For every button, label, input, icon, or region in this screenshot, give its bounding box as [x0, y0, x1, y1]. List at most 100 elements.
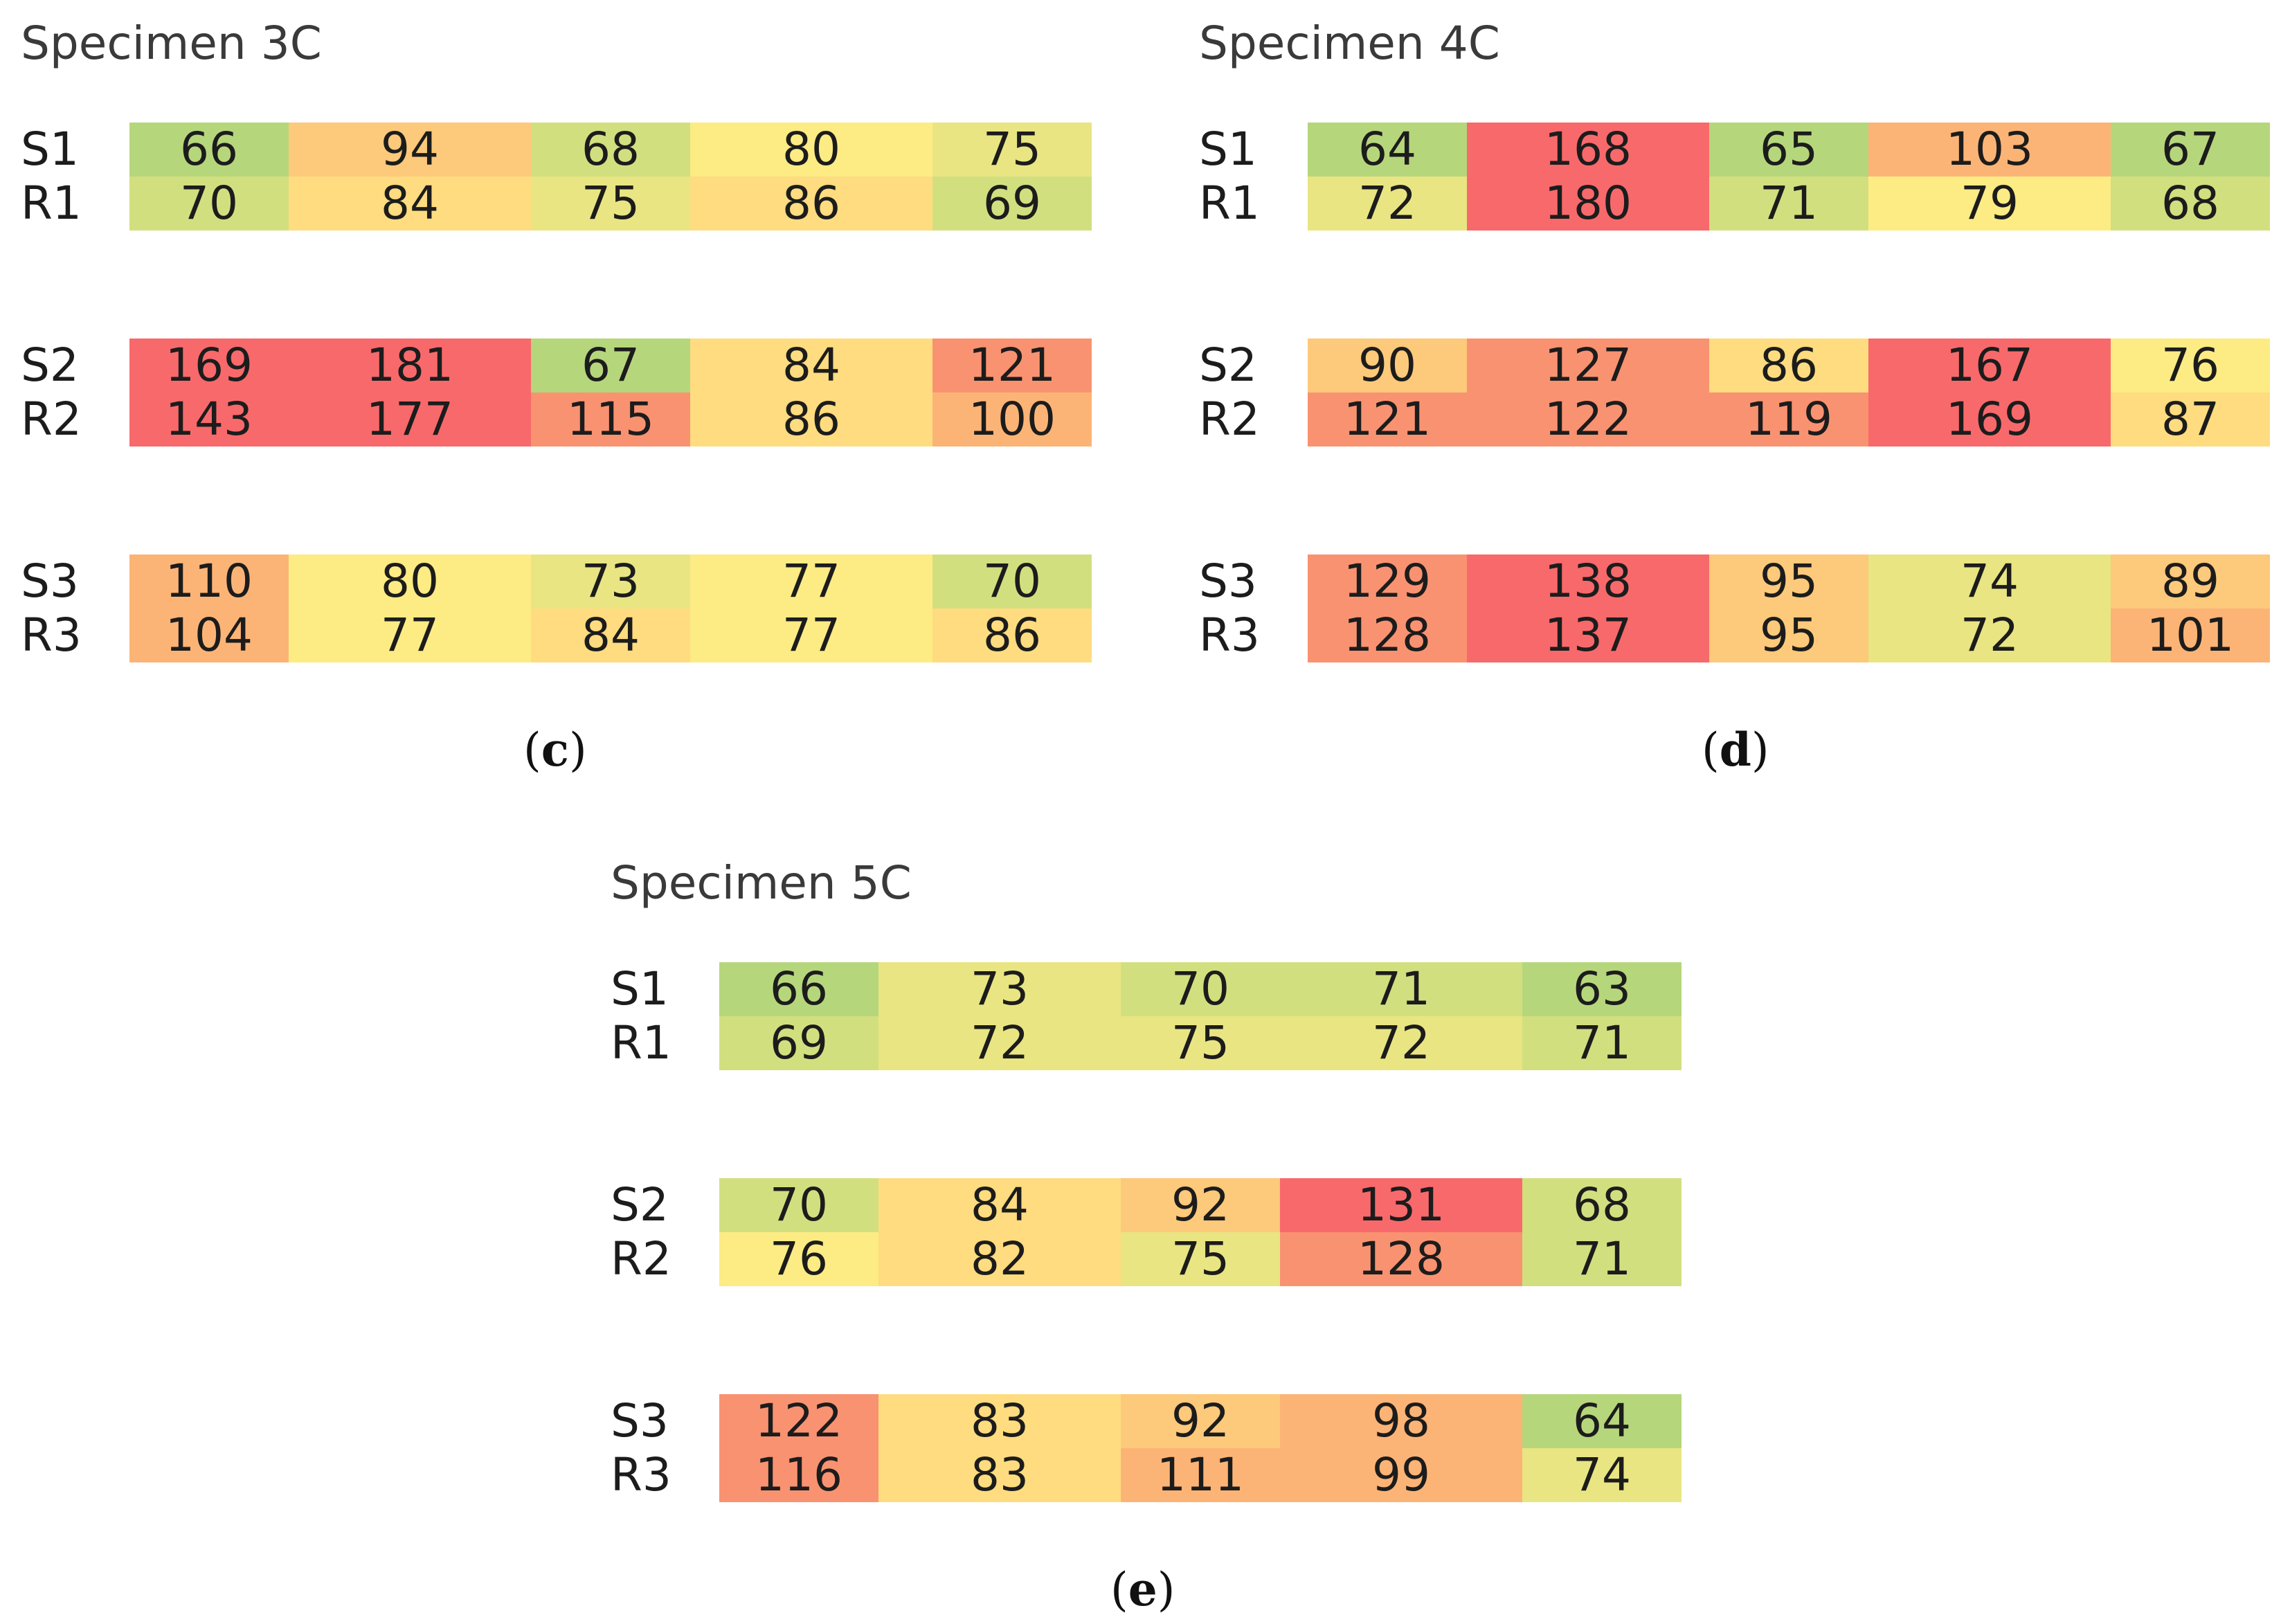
heatmap-cell: 128	[1308, 608, 1467, 662]
heatmap-cell: 87	[2111, 393, 2270, 446]
heatmap-cell: 67	[531, 339, 690, 393]
heatmap-cell: 71	[1709, 177, 1868, 231]
heatmap-cell: 89	[2111, 554, 2270, 608]
heatmap-cell: 92	[1121, 1394, 1280, 1448]
row-label-r1: R1	[611, 1016, 671, 1070]
heatmap-cell: 128	[1280, 1232, 1522, 1286]
heatmap-cell: 64	[1522, 1394, 1682, 1448]
heatmap-cell: 66	[129, 123, 289, 177]
heatmap-cell: 74	[1522, 1448, 1682, 1502]
heatmap-cell: 110	[129, 554, 289, 608]
heatmap-cell: 121	[1308, 393, 1467, 446]
heatmap-cell: 75	[1121, 1232, 1280, 1286]
heatmap-cell: 103	[1868, 123, 2111, 177]
heatmap-cell: 77	[690, 554, 932, 608]
panel-caption-c: (c)	[523, 723, 587, 777]
heatmap-cell: 68	[531, 123, 690, 177]
panel-caption-d: (d)	[1702, 723, 1769, 777]
heatmap-cell: 98	[1280, 1394, 1522, 1448]
heatmap-cell: 181	[289, 339, 531, 393]
heatmap-cell: 76	[719, 1232, 878, 1286]
heatmap-cell: 119	[1709, 393, 1868, 446]
heatmap-cell: 84	[878, 1178, 1121, 1232]
heatmap-cell: 116	[719, 1448, 878, 1502]
panel-caption-e: (e)	[1110, 1562, 1175, 1616]
heatmap-cell: 74	[1868, 554, 2111, 608]
heatmap-cell: 121	[932, 339, 1092, 393]
heatmap-cell: 100	[932, 393, 1092, 446]
heatmap-cell: 64	[1308, 123, 1467, 177]
row-label-r3: R3	[21, 608, 82, 662]
heatmap-cell: 79	[1868, 177, 2111, 231]
heatmap-cell: 76	[2111, 339, 2270, 393]
row-label-s1: S1	[611, 962, 669, 1016]
heatmap-cell: 111	[1121, 1448, 1280, 1502]
row-label-s2: S2	[1199, 339, 1257, 392]
row-label-r3: R3	[611, 1448, 671, 1501]
row-label-s2: S2	[611, 1178, 669, 1231]
heatmap-cell: 86	[690, 177, 932, 231]
heatmap-cell: 92	[1121, 1178, 1280, 1232]
panel-title: Specimen 5C	[611, 856, 912, 910]
row-label-r1: R1	[1199, 177, 1260, 230]
heatmap-cell: 69	[719, 1016, 878, 1070]
row-label-s1: S1	[1199, 123, 1257, 176]
heatmap-cell: 129	[1308, 554, 1467, 608]
caption-letter: d	[1719, 723, 1751, 777]
heatmap-cell: 138	[1467, 554, 1709, 608]
heatmap-cell: 122	[1467, 393, 1709, 446]
heatmap-cell: 75	[1121, 1016, 1280, 1070]
heatmap-cell: 169	[129, 339, 289, 393]
heatmap-cell: 99	[1280, 1448, 1522, 1502]
heatmap-cell: 83	[878, 1448, 1121, 1502]
row-label-r2: R2	[21, 393, 82, 446]
heatmap-cell: 70	[1121, 962, 1280, 1016]
heatmap-cell: 71	[1522, 1232, 1682, 1286]
panel-title: Specimen 4C	[1199, 17, 1500, 70]
row-label-r2: R2	[611, 1232, 671, 1285]
row-label-r3: R3	[1199, 608, 1260, 662]
heatmap-cell: 137	[1467, 608, 1709, 662]
heatmap-cell: 77	[690, 608, 932, 662]
heatmap-cell: 80	[690, 123, 932, 177]
heatmap-cell: 95	[1709, 554, 1868, 608]
heatmap-cell: 86	[1709, 339, 1868, 393]
heatmap-cell: 169	[1868, 393, 2111, 446]
row-label-s2: S2	[21, 339, 79, 392]
heatmap-cell: 67	[2111, 123, 2270, 177]
heatmap-cell: 65	[1709, 123, 1868, 177]
row-label-r2: R2	[1199, 393, 1260, 446]
row-label-s1: S1	[21, 123, 79, 176]
heatmap-cell: 90	[1308, 339, 1467, 393]
heatmap-cell: 72	[1280, 1016, 1522, 1070]
heatmap-cell: 72	[878, 1016, 1121, 1070]
heatmap-cell: 68	[2111, 177, 2270, 231]
heatmap-cell: 167	[1868, 339, 2111, 393]
heatmap-cell: 83	[878, 1394, 1121, 1448]
heatmap-cell: 95	[1709, 608, 1868, 662]
heatmap-cell: 72	[1308, 177, 1467, 231]
heatmap-cell: 180	[1467, 177, 1709, 231]
heatmap-cell: 70	[719, 1178, 878, 1232]
heatmap-cell: 84	[531, 608, 690, 662]
row-label-s3: S3	[1199, 554, 1257, 608]
heatmap-cell: 143	[129, 393, 289, 446]
caption-letter: e	[1128, 1562, 1157, 1616]
heatmap-cell: 94	[289, 123, 531, 177]
heatmap-cell: 72	[1868, 608, 2111, 662]
row-label-s3: S3	[611, 1394, 669, 1447]
heatmap-cell: 177	[289, 393, 531, 446]
heatmap-cell: 71	[1280, 962, 1522, 1016]
heatmap-panel-3c: Specimen 3C S1 66 94 68 80 75 R1 70 84 75 86 69 S2 16…	[21, 21, 1101, 685]
heatmap-cell: 84	[690, 339, 932, 393]
heatmap-cell: 168	[1467, 123, 1709, 177]
heatmap-panel-4c: Specimen 4C S1 64 168 65 103 67 R1 72 180 71 79 68 S…	[1199, 21, 2279, 685]
heatmap-cell: 127	[1467, 339, 1709, 393]
heatmap-cell: 70	[932, 554, 1092, 608]
heatmap-cell: 122	[719, 1394, 878, 1448]
heatmap-cell: 71	[1522, 1016, 1682, 1070]
panel-title: Specimen 3C	[21, 17, 322, 70]
heatmap-cell: 80	[289, 554, 531, 608]
row-label-s3: S3	[21, 554, 79, 608]
heatmap-panel-5c: Specimen 5C S1 66 73 70 71 63 R1 69 72 75 72 71 S2 70…	[611, 860, 1691, 1525]
